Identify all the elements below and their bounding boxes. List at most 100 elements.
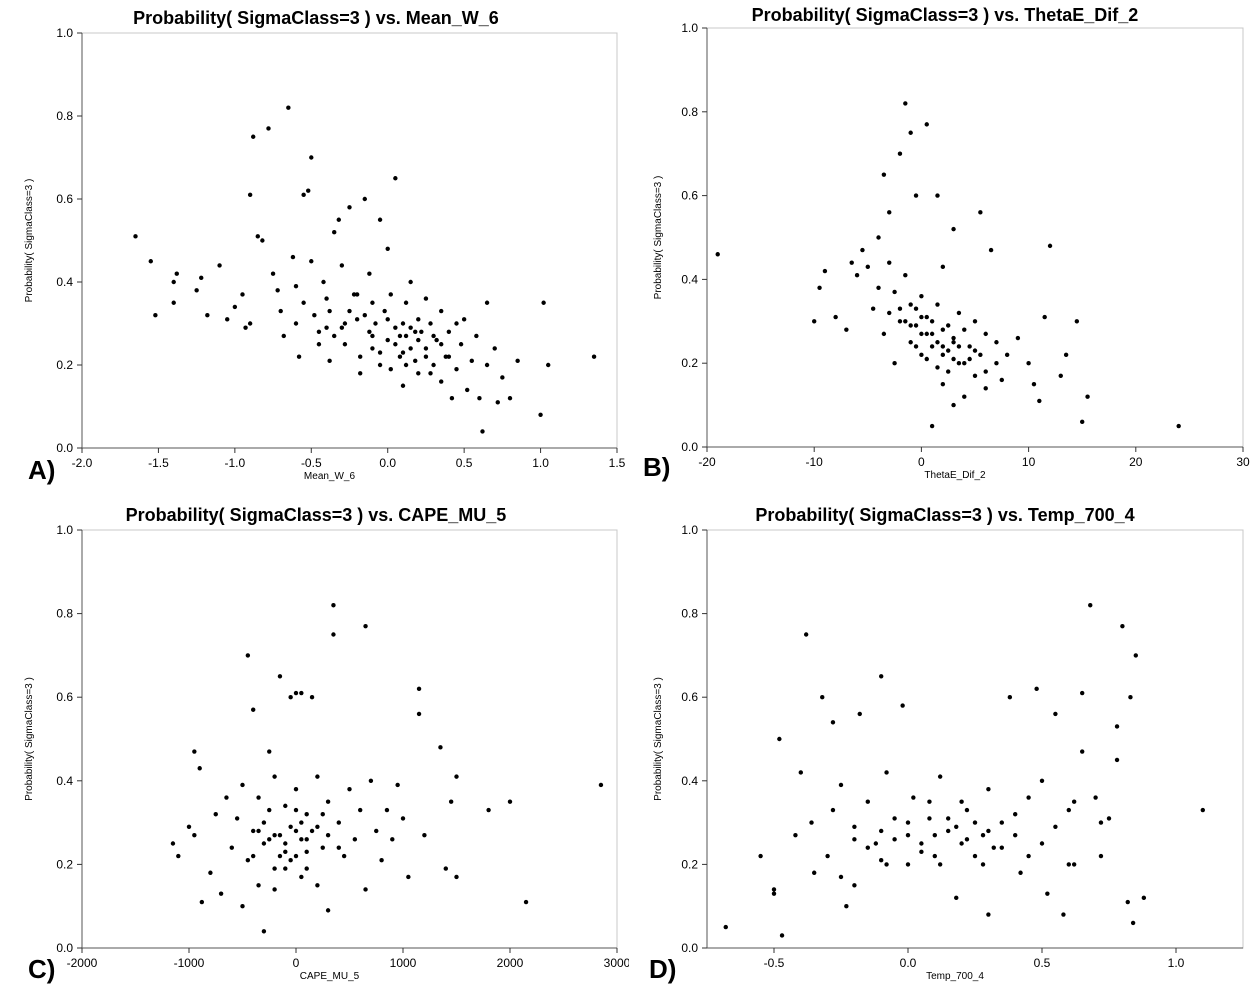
y-tick-label: 0.8 (56, 109, 73, 123)
data-point (980, 832, 986, 838)
data-point (830, 807, 836, 813)
y-tick-label: 0.0 (56, 441, 73, 455)
data-point (978, 352, 983, 358)
data-point (903, 319, 908, 324)
data-point (972, 348, 978, 353)
chart-title: Probability( SigmaClass=3 ) vs. CAPE_MU_… (126, 505, 507, 525)
data-point (192, 749, 197, 754)
data-point (306, 188, 311, 193)
data-point (946, 323, 951, 328)
data-point (368, 778, 374, 783)
data-point (865, 799, 870, 804)
data-point (358, 354, 363, 359)
data-point (245, 653, 251, 658)
data-point (423, 346, 429, 351)
data-point (367, 271, 372, 276)
data-point (951, 335, 956, 341)
panel-label-b: B) (643, 452, 671, 482)
data-point (439, 308, 444, 314)
data-point (771, 891, 777, 896)
data-point (999, 845, 1004, 850)
data-point (905, 832, 911, 838)
y-tick-label: 1.0 (681, 21, 698, 35)
data-point (844, 904, 849, 909)
data-point (448, 799, 454, 804)
data-point (962, 394, 967, 399)
data-point (393, 176, 398, 181)
y-axis-label: Probability( SigmaClass=3 ) (653, 176, 664, 300)
data-point (1098, 820, 1104, 825)
x-tick-label: -0.5 (301, 456, 322, 470)
data-point (881, 331, 887, 337)
y-axis-label: Probability( SigmaClass=3 ) (653, 677, 664, 801)
data-point (884, 862, 889, 867)
data-point (932, 832, 937, 838)
data-point (176, 853, 181, 859)
data-point (758, 853, 763, 859)
data-point (247, 192, 253, 198)
data-point (897, 319, 903, 324)
data-point (887, 310, 892, 316)
data-point (304, 837, 309, 842)
data-point (1093, 795, 1098, 800)
data-point (919, 352, 924, 358)
data-point (1039, 778, 1045, 783)
data-point (879, 858, 884, 863)
data-point (495, 400, 500, 405)
data-point (1098, 853, 1104, 859)
x-tick-label: -1.0 (225, 456, 246, 470)
x-tick-label: 0 (293, 956, 300, 970)
data-point (1088, 603, 1093, 608)
y-axis-label: Probability( SigmaClass=3 ) (24, 179, 35, 303)
y-tick-label: 0.6 (56, 690, 73, 704)
data-point (400, 321, 406, 326)
data-point (964, 837, 970, 842)
data-point (275, 288, 280, 293)
data-point (293, 786, 299, 792)
x-tick-label: -20 (698, 455, 716, 469)
data-point (458, 342, 464, 347)
x-tick-label: -0.5 (764, 956, 785, 970)
scatter-plot-d: Probability( SigmaClass=3 ) vs. Temp_700… (653, 505, 1244, 982)
data-point (315, 883, 320, 888)
data-point (251, 828, 256, 834)
data-point (408, 325, 413, 330)
y-tick-label: 0.2 (681, 356, 698, 370)
data-point (320, 812, 325, 817)
data-point (879, 674, 884, 679)
data-point (803, 632, 809, 637)
data-point (892, 816, 897, 821)
data-point (171, 279, 176, 285)
data-point (1004, 352, 1010, 358)
data-point (283, 849, 288, 855)
data-point (962, 327, 967, 332)
y-tick-label: 0.0 (681, 440, 698, 454)
data-point (935, 365, 940, 370)
x-tick-label: 30 (1236, 455, 1250, 469)
data-point (956, 310, 962, 316)
data-point (908, 340, 913, 345)
data-point (336, 845, 341, 850)
data-point (288, 695, 293, 700)
data-point (860, 247, 865, 253)
data-point (908, 130, 913, 135)
data-point (820, 695, 825, 700)
data-point (267, 837, 272, 842)
data-point (332, 230, 337, 235)
data-point (370, 346, 375, 351)
data-point (224, 795, 229, 800)
data-point (1053, 711, 1058, 717)
data-point (299, 690, 304, 696)
y-tick-label: 0.0 (56, 941, 73, 955)
data-point (1026, 361, 1031, 366)
data-point (940, 344, 946, 349)
data-point (956, 344, 962, 349)
data-point (192, 832, 197, 838)
data-point (400, 350, 406, 355)
data-point (247, 321, 253, 326)
data-point (994, 361, 999, 366)
data-point (865, 264, 870, 270)
plot-frame (81, 529, 618, 949)
data-point (844, 327, 849, 332)
data-point (854, 273, 860, 278)
